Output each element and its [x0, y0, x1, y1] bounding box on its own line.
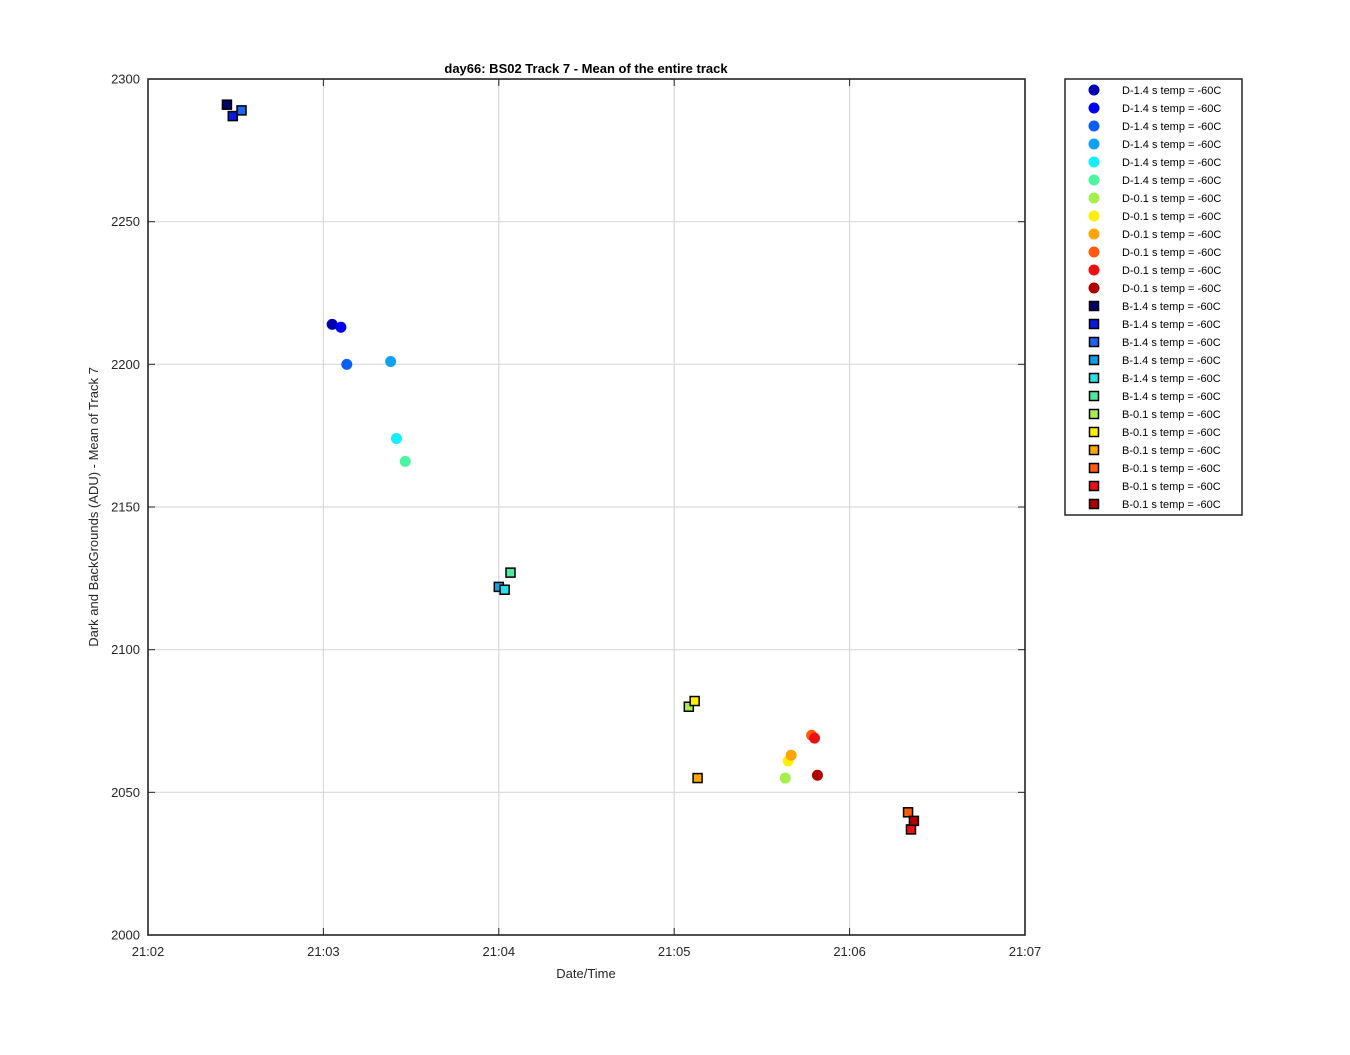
data-point-circle	[390, 433, 402, 445]
x-tick-label: 21:05	[658, 944, 691, 959]
data-point-circle	[335, 321, 347, 333]
data-point-square	[902, 807, 914, 818]
legend-marker-circle	[1088, 282, 1100, 294]
data-point-circle	[811, 769, 823, 781]
legend-label: B-0.1 s temp = -60C	[1122, 445, 1221, 457]
legend-marker-circle	[1088, 120, 1100, 132]
legend-label: D-0.1 s temp = -60C	[1122, 229, 1221, 241]
x-tick-label: 21:06	[833, 944, 866, 959]
legend-marker-square	[1088, 462, 1100, 474]
legend-label: B-0.1 s temp = -60C	[1122, 499, 1221, 511]
data-point-square	[236, 105, 247, 116]
legend-label: B-0.1 s temp = -60C	[1122, 409, 1221, 421]
legend-label: B-1.4 s temp = -60C	[1122, 355, 1221, 367]
legend-label: D-1.4 s temp = -60C	[1122, 139, 1221, 151]
legend-marker-circle	[1088, 192, 1100, 204]
legend-label: B-1.4 s temp = -60C	[1122, 319, 1221, 331]
data-point-square	[689, 695, 700, 707]
legend-marker-square	[1088, 498, 1100, 510]
legend-marker-circle	[1088, 84, 1100, 96]
x-tick-label: 21:02	[132, 944, 165, 959]
legend-marker-square	[1088, 408, 1100, 420]
legend-marker-square	[1088, 444, 1100, 456]
legend-marker-square	[1088, 372, 1100, 384]
data-point-square	[683, 701, 695, 712]
legend-label: D-1.4 s temp = -60C	[1122, 157, 1221, 169]
data-point-square	[499, 584, 510, 595]
data-point-circle	[399, 455, 411, 467]
legend-label: B-0.1 s temp = -60C	[1122, 427, 1221, 439]
chart-title: day66: BS02 Track 7 - Mean of the entire…	[444, 61, 728, 76]
legend-marker-circle	[1088, 102, 1100, 114]
data-point-circle	[385, 355, 397, 367]
marks-layer	[221, 99, 920, 835]
y-tick-label: 2250	[111, 214, 140, 229]
data-point-circle	[809, 732, 821, 744]
legend-label: D-0.1 s temp = -60C	[1122, 193, 1221, 205]
y-tick-label: 2200	[111, 357, 140, 372]
legend-marker-circle	[1088, 264, 1100, 276]
legend-marker-circle	[1088, 210, 1100, 222]
legend-marker-square	[1088, 480, 1100, 492]
ticks-layer: 21:02 21:03 21:04 21:05 21:06 21:07 2000 2050 21…	[111, 72, 1041, 960]
legend-marker-circle	[1088, 156, 1100, 168]
legend-marker-square	[1088, 336, 1100, 348]
y-tick-label: 2050	[111, 785, 140, 800]
y-axis-label: Dark and BackGrounds (ADU) - Mean of Tra…	[86, 367, 101, 647]
data-point-square	[692, 772, 703, 784]
legend-label: D-0.1 s temp = -60C	[1122, 283, 1221, 295]
legend-marker-square	[1088, 390, 1100, 402]
legend-label: B-1.4 s temp = -60C	[1122, 301, 1221, 313]
data-point-circle	[785, 749, 797, 761]
x-axis-label: Date/Time	[556, 966, 615, 981]
legend-label: D-0.1 s temp = -60C	[1122, 247, 1221, 259]
legend-label: D-1.4 s temp = -60C	[1122, 121, 1221, 133]
legend-marker-circle	[1088, 138, 1100, 150]
data-point-square	[221, 99, 233, 110]
legend-marker-square	[1088, 354, 1100, 366]
y-tick-label: 2100	[111, 642, 140, 657]
legend-label: D-1.4 s temp = -60C	[1122, 175, 1221, 187]
y-tick-label: 2000	[111, 928, 140, 943]
data-point-square	[227, 110, 239, 122]
legend-marker-square	[1088, 426, 1100, 438]
legend-label: B-1.4 s temp = -60C	[1122, 373, 1221, 385]
legend-label: D-0.1 s temp = -60C	[1122, 265, 1221, 277]
y-tick-label: 2150	[111, 500, 140, 515]
legend-label: B-1.4 s temp = -60C	[1122, 337, 1221, 349]
legend-label: B-1.4 s temp = -60C	[1122, 391, 1221, 403]
legend-label: B-0.1 s temp = -60C	[1122, 481, 1221, 493]
legend-marker-square	[1088, 318, 1100, 330]
plot-frame	[147, 78, 1026, 936]
legend-label: D-1.4 s temp = -60C	[1122, 85, 1221, 97]
y-tick-label: 2300	[111, 72, 140, 87]
legend: D-1.4 s temp = -60C D-1.4 s temp = -60C D-…	[1064, 78, 1243, 516]
legend-box	[1064, 78, 1243, 516]
x-tick-label: 21:03	[307, 944, 340, 959]
data-point-square	[505, 567, 516, 578]
data-point-circle	[326, 318, 338, 330]
legend-marker-circle	[1088, 228, 1100, 240]
data-point-circle	[341, 358, 353, 370]
data-point-square	[908, 815, 920, 827]
x-tick-label: 21:07	[1009, 944, 1042, 959]
legend-label: D-0.1 s temp = -60C	[1122, 211, 1221, 223]
x-tick-label: 21:04	[483, 944, 516, 959]
legend-label: B-0.1 s temp = -60C	[1122, 463, 1221, 475]
data-point-square	[905, 824, 917, 835]
legend-marker-circle	[1088, 174, 1100, 186]
legend-marker-square	[1088, 300, 1100, 312]
data-point-circle	[779, 772, 791, 784]
legend-marker-circle	[1088, 246, 1100, 258]
legend-label: D-1.4 s temp = -60C	[1122, 103, 1221, 115]
